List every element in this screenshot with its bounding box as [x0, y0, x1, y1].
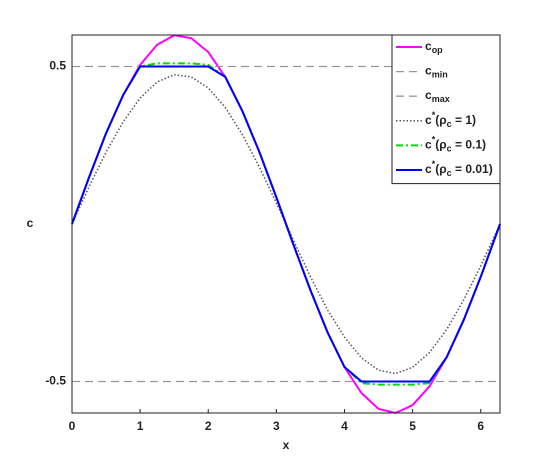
- series-line: [71, 73, 501, 375]
- x-tick-label: 5: [409, 419, 416, 433]
- legend-label: cmax: [425, 88, 450, 104]
- y-axis-label: c: [27, 216, 34, 230]
- legend-box: [391, 34, 501, 185]
- legend-label: c*(ρc = 0.01): [425, 159, 493, 178]
- legend-label-part: (: [435, 162, 439, 176]
- legend-label-part: c: [425, 113, 432, 127]
- axes-frame: [71, 34, 501, 414]
- legend-label-part: ρ: [439, 138, 446, 152]
- legend-label-part: ρ: [439, 162, 446, 176]
- legend-label-part: *: [432, 110, 436, 120]
- legend-label-part: c: [447, 168, 452, 178]
- legend-label: cmin: [425, 64, 448, 80]
- x-tick-label: 3: [273, 419, 280, 433]
- legend-label-part: max: [432, 95, 450, 105]
- legend-label-part: *: [432, 159, 436, 169]
- legend-label-part: = 0.1): [452, 138, 486, 152]
- legend-label-part: op: [432, 45, 443, 55]
- legend-label: c*(ρc = 1): [425, 110, 476, 129]
- legend-label-part: c: [447, 144, 452, 154]
- x-tick-label: 2: [205, 419, 212, 433]
- legend-label-part: c: [425, 64, 432, 78]
- x-tick-label: 6: [477, 419, 484, 433]
- legend-label-part: min: [432, 70, 448, 80]
- x-axis-label: x: [283, 438, 290, 452]
- legend-label-part: c: [425, 162, 432, 176]
- legend-label-part: ρ: [439, 113, 446, 127]
- legend-label: cop: [425, 39, 443, 55]
- legend-label: c*(ρc = 0.1): [425, 135, 486, 154]
- legend-label-part: (: [435, 113, 439, 127]
- legend-label-part: = 0.01): [452, 162, 493, 176]
- x-tick-label: 1: [137, 419, 144, 433]
- series-line: [71, 65, 501, 383]
- legend-label-part: c: [425, 138, 432, 152]
- legend-label-part: *: [432, 135, 436, 145]
- x-tick-label: 4: [341, 419, 348, 433]
- x-tick-label: 0: [69, 419, 76, 433]
- y-tick-label: 0.5: [49, 59, 66, 73]
- legend-label-part: (: [435, 138, 439, 152]
- legend-label-part: c: [425, 88, 432, 102]
- legend-label-part: = 1): [452, 113, 476, 127]
- legend-label-part: c: [447, 119, 452, 129]
- y-tick-label: -0.5: [45, 374, 66, 388]
- legend-label-part: c: [425, 39, 432, 53]
